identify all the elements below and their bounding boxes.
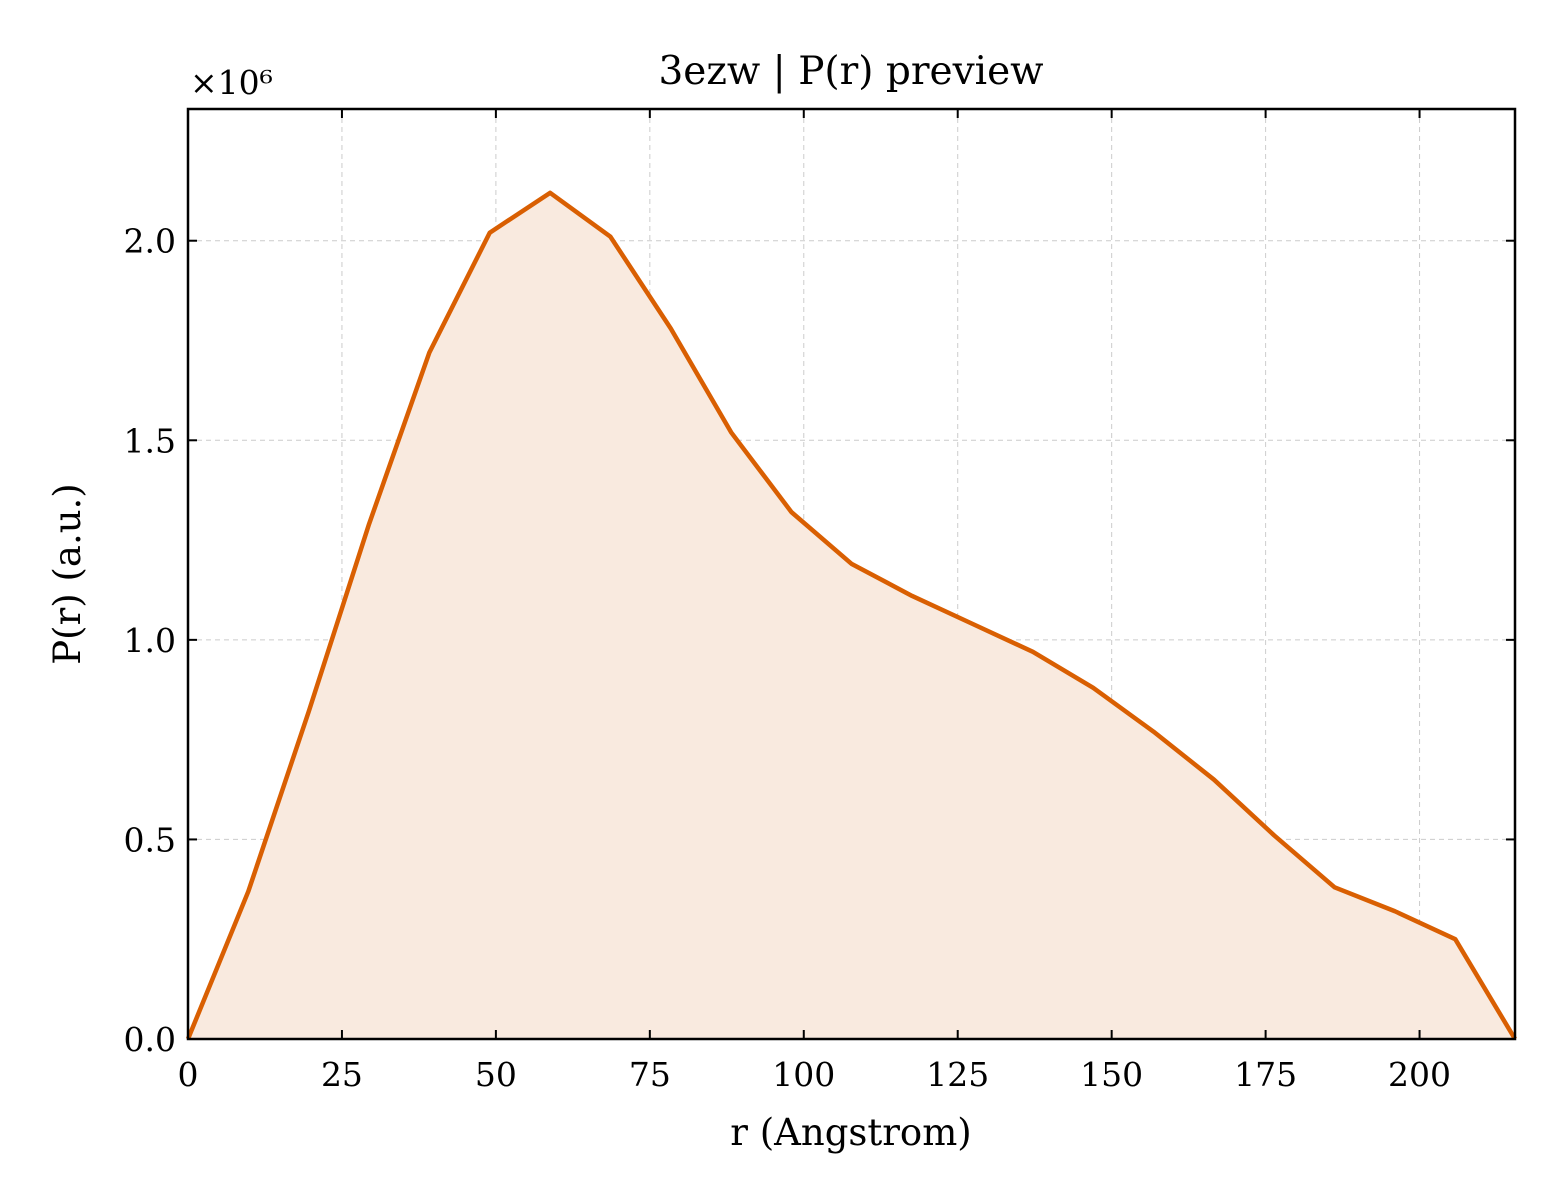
- x-tick-label: 100: [772, 1055, 835, 1094]
- x-axis-ticks: 0 25 50 75 100 125 150 175 200: [178, 109, 1451, 1094]
- chart-title: 3ezw | P(r) preview: [658, 49, 1043, 94]
- x-axis-label: r (Angstrom): [730, 1111, 971, 1154]
- y-tick-label: 1.5: [124, 421, 176, 460]
- x-tick-label: 175: [1234, 1055, 1297, 1094]
- x-tick-label: 125: [926, 1055, 989, 1094]
- y-tick-label: 2.0: [124, 222, 176, 261]
- x-tick-label: 200: [1388, 1055, 1451, 1094]
- y-tick-label: 0.0: [124, 1020, 176, 1059]
- x-tick-label: 150: [1080, 1055, 1143, 1094]
- x-tick-label: 75: [629, 1055, 671, 1094]
- y-axis-multiplier: ×10⁶: [190, 63, 273, 102]
- y-tick-label: 1.0: [124, 621, 176, 660]
- y-tick-label: 0.5: [124, 820, 176, 859]
- y-axis-label: P(r) (a.u.): [46, 483, 89, 665]
- y-axis-ticks: 0.0 0.5 1.0 1.5 2.0: [124, 222, 1515, 1059]
- x-tick-label: 50: [475, 1055, 517, 1094]
- x-tick-label: 25: [321, 1055, 363, 1094]
- pr-series-line: [185, 190, 1517, 1041]
- plot-frame: [186, 107, 1517, 1041]
- pr-area-fill: [188, 192, 1515, 1039]
- x-tick-label: 0: [178, 1055, 199, 1094]
